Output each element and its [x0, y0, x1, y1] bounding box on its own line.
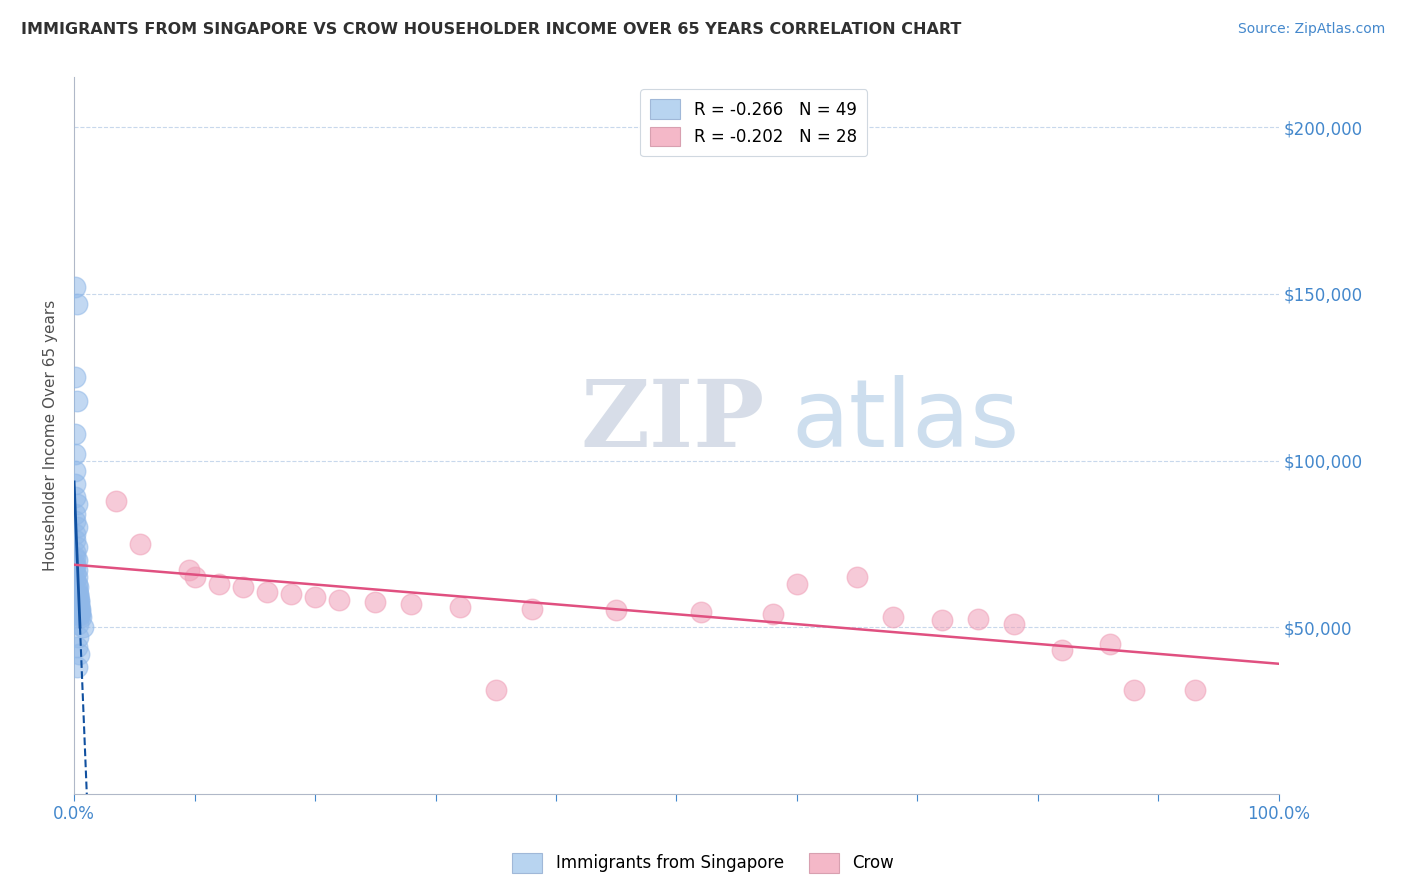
Point [183, 570, 205, 584]
Legend: Immigrants from Singapore, Crow: Immigrants from Singapore, Crow [506, 847, 900, 880]
Point [65, 426, 87, 441]
Point [485, 683, 508, 698]
Point [69, 608, 91, 623]
Point [882, 610, 904, 624]
Point [65, 490, 87, 504]
Y-axis label: Householder Income Over 65 years: Householder Income Over 65 years [44, 300, 58, 571]
Point [256, 585, 278, 599]
Point [66, 590, 89, 604]
Point [328, 593, 350, 607]
Point [304, 590, 326, 604]
Point [105, 493, 128, 508]
Point [65, 507, 87, 521]
Point [65, 514, 87, 528]
Point [65, 476, 87, 491]
Point [846, 570, 869, 584]
Point [65, 583, 87, 598]
Point [1123, 683, 1146, 698]
Point [65, 297, 87, 311]
Point [65, 464, 87, 478]
Point [65, 526, 87, 541]
Text: Source: ZipAtlas.com: Source: ZipAtlas.com [1237, 22, 1385, 37]
Point [129, 537, 152, 551]
Point [65, 566, 87, 581]
Point [65, 280, 87, 294]
Point [65, 447, 87, 461]
Point [1099, 637, 1122, 651]
Point [177, 564, 200, 578]
Point [65, 370, 87, 384]
Point [66, 630, 89, 644]
Point [65, 640, 87, 654]
Point [65, 533, 87, 548]
Point [966, 612, 988, 626]
Point [66, 589, 89, 603]
Point [66, 597, 89, 611]
Point [65, 660, 87, 674]
Point [65, 540, 87, 554]
Text: ZIP: ZIP [581, 376, 765, 467]
Point [67, 593, 90, 607]
Point [931, 614, 953, 628]
Point [605, 603, 627, 617]
Point [65, 550, 87, 565]
Point [65, 574, 87, 588]
Point [70, 610, 93, 624]
Point [65, 564, 87, 578]
Point [67, 595, 90, 609]
Point [69, 601, 91, 615]
Point [67, 599, 90, 613]
Point [280, 587, 302, 601]
Point [449, 600, 471, 615]
Point [67, 600, 90, 615]
Legend: R = -0.266   N = 49, R = -0.202   N = 28: R = -0.266 N = 49, R = -0.202 N = 28 [641, 89, 868, 156]
Text: atlas: atlas [792, 376, 1019, 467]
Point [69, 605, 91, 619]
Point [65, 393, 87, 408]
Point [65, 497, 87, 511]
Point [66, 591, 89, 606]
Point [786, 576, 808, 591]
Point [65, 545, 87, 559]
Point [1002, 616, 1025, 631]
Point [67, 647, 90, 661]
Point [1184, 683, 1206, 698]
Point [65, 557, 87, 571]
Point [65, 576, 87, 591]
Point [65, 570, 87, 584]
Point [364, 595, 387, 609]
Point [401, 597, 423, 611]
Point [762, 607, 785, 621]
Point [67, 607, 90, 621]
Point [65, 560, 87, 574]
Point [689, 605, 711, 619]
Point [66, 587, 89, 601]
Point [66, 580, 89, 594]
Point [72, 620, 94, 634]
Point [67, 603, 90, 617]
Point [232, 580, 254, 594]
Text: IMMIGRANTS FROM SINGAPORE VS CROW HOUSEHOLDER INCOME OVER 65 YEARS CORRELATION C: IMMIGRANTS FROM SINGAPORE VS CROW HOUSEH… [21, 22, 962, 37]
Point [66, 616, 89, 631]
Point [1050, 643, 1073, 657]
Point [208, 576, 231, 591]
Point [520, 601, 543, 615]
Point [65, 520, 87, 534]
Point [65, 553, 87, 567]
